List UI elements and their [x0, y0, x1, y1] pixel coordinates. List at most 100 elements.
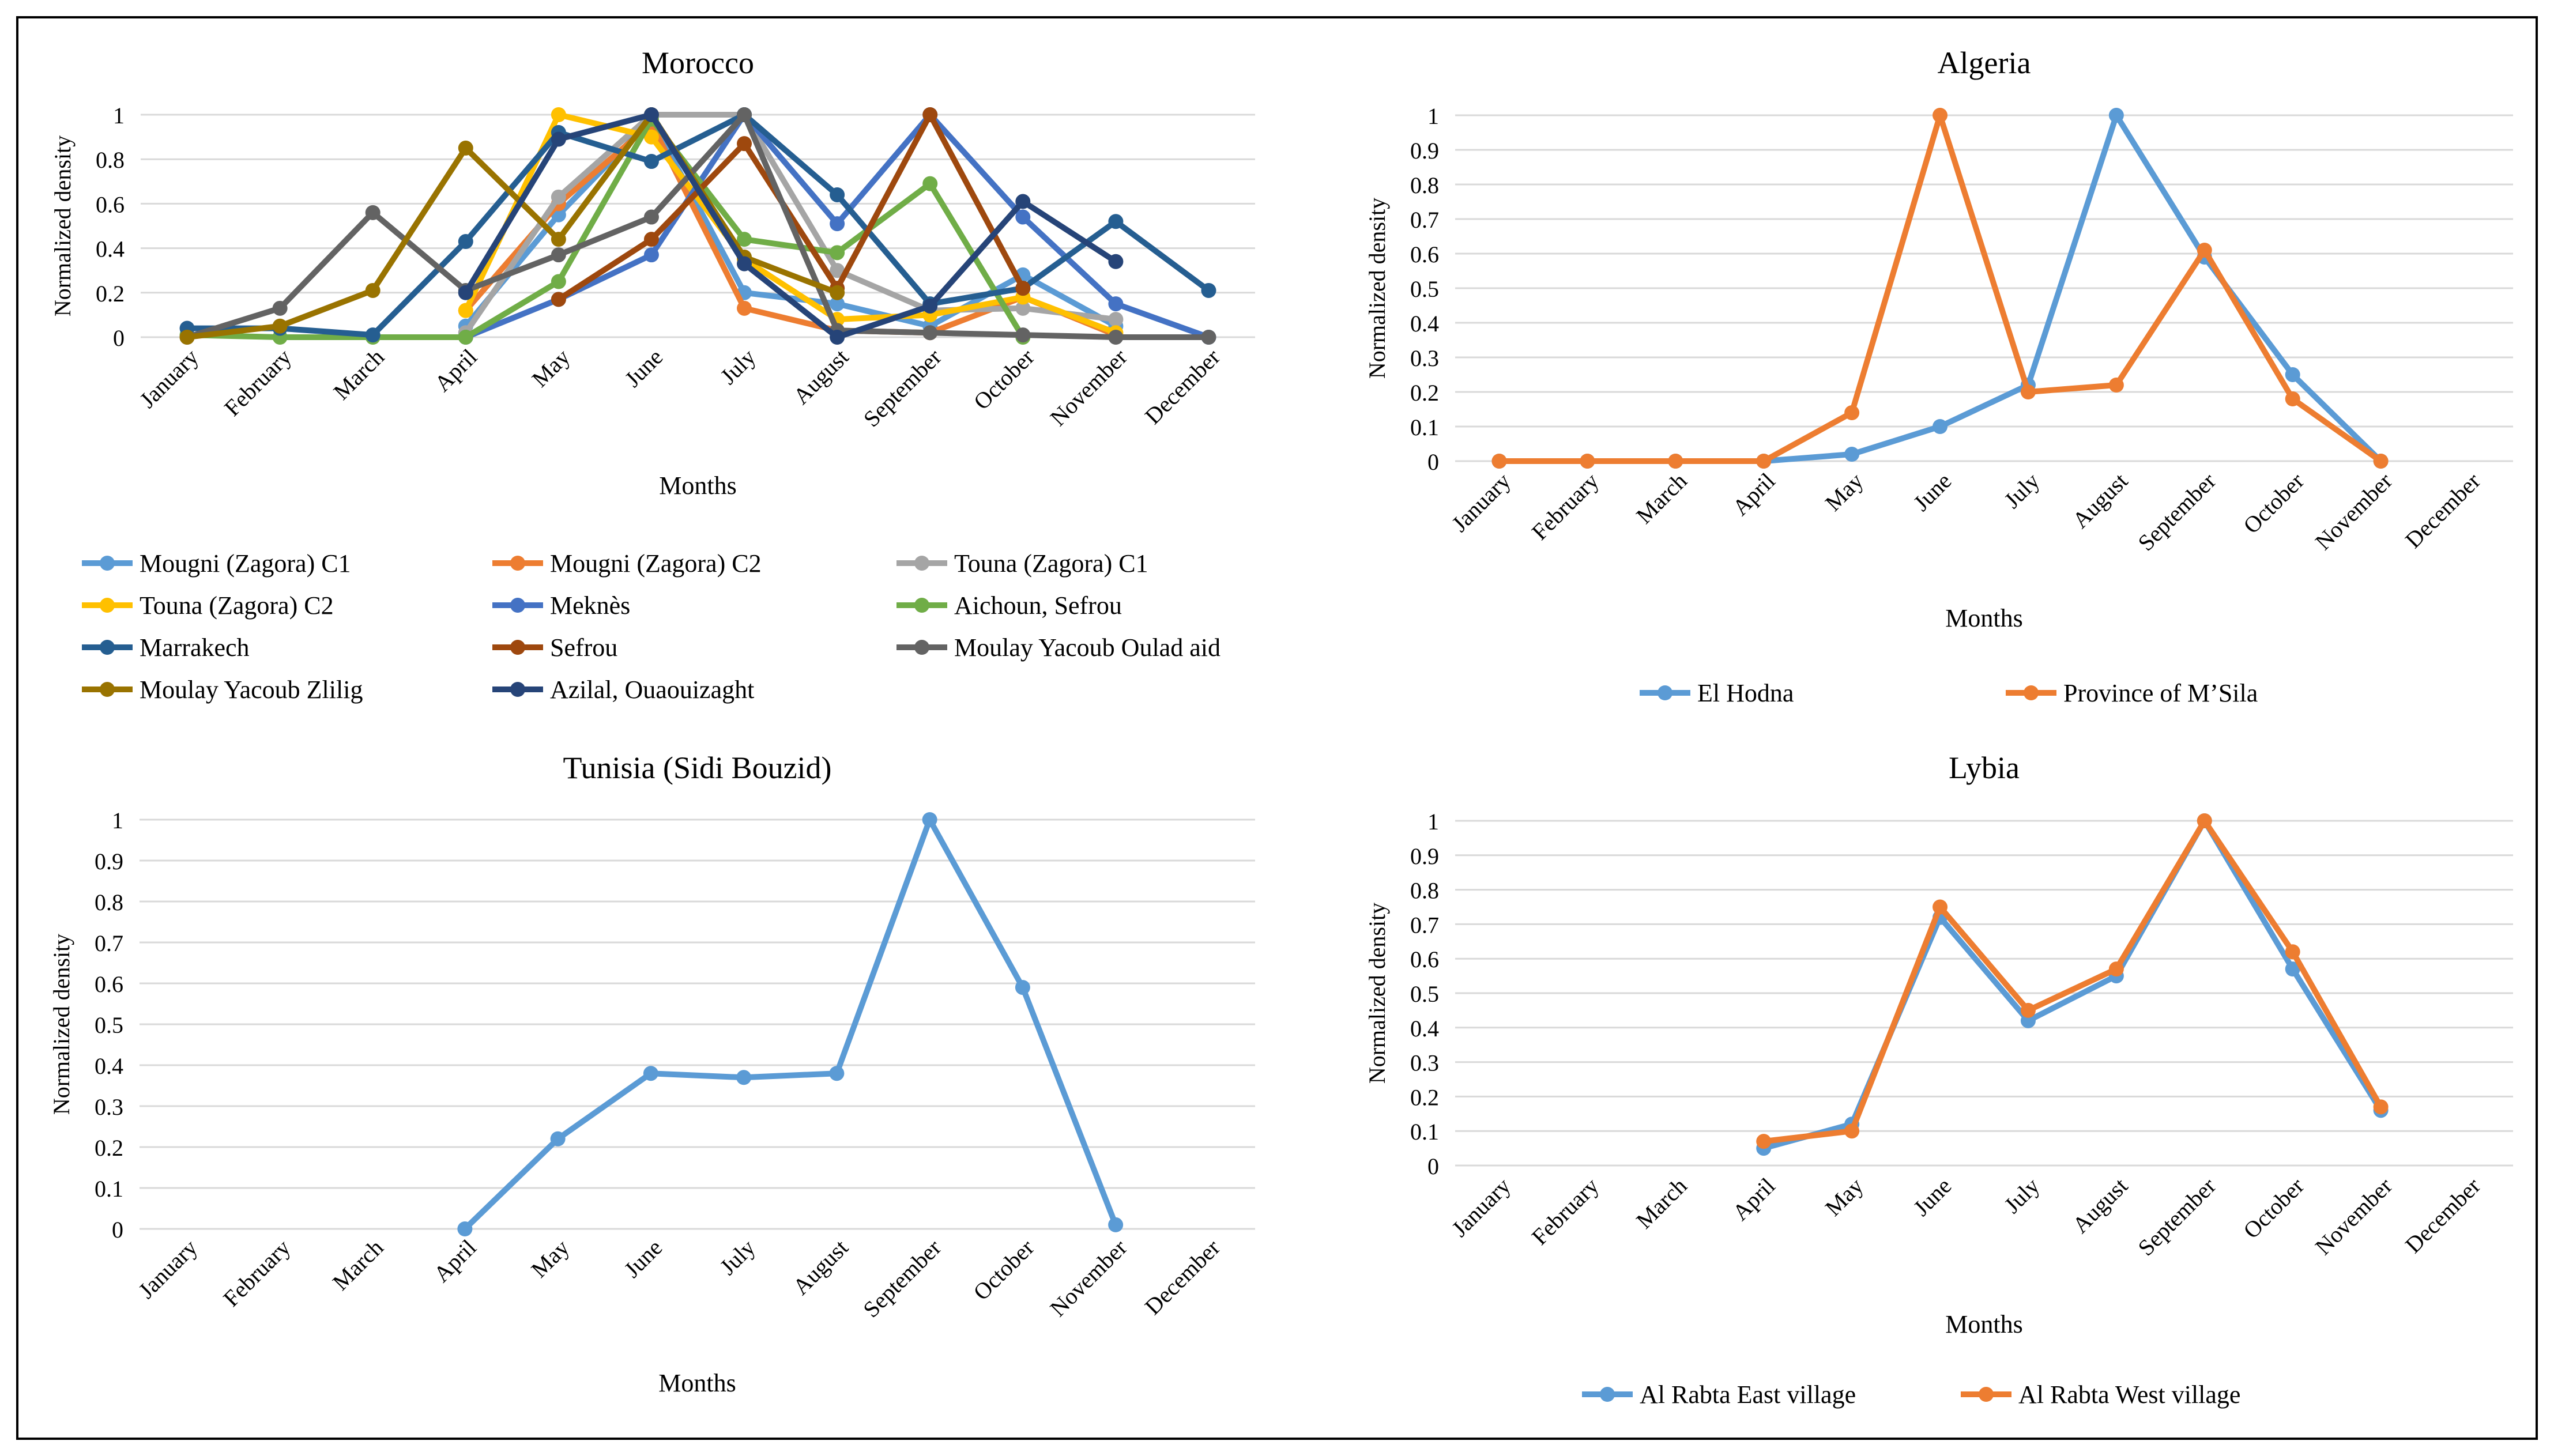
data-point-azilal-ouaouizaght: [922, 298, 938, 314]
chart-title: Morocco: [642, 46, 754, 80]
data-point-el-hodna: [1933, 419, 1948, 434]
x-tick-label: November: [1045, 344, 1132, 431]
data-point-sefrou: [551, 292, 566, 307]
legend-label: Al Rabta East village: [1640, 1380, 1856, 1409]
y-tick-label: 0.2: [96, 281, 125, 307]
series-line-moulay-yacoub-zlilig: [184, 112, 841, 340]
data-point-marrakech: [365, 327, 381, 343]
data-point-moulay-yacoub-zlilig: [458, 140, 473, 156]
x-tick-label: September: [858, 1235, 946, 1323]
data-point-province-of-m-sila: [1756, 454, 1772, 469]
x-axis-label: Months: [1945, 604, 2022, 632]
data-point-series-0: [922, 812, 937, 827]
data-point-el-hodna: [2285, 367, 2300, 382]
data-point-al-rabta-west-village: [1844, 1123, 1860, 1139]
data-point-touna-zagora-c2: [643, 129, 659, 145]
data-point-province-of-m-sila: [1933, 108, 1948, 123]
data-point-province-of-m-sila: [1668, 454, 1683, 469]
data-point-moulay-yacoub-zlilig: [365, 282, 381, 298]
data-point-al-rabta-west-village: [1756, 1134, 1772, 1149]
legend-swatch-marker: [100, 556, 115, 571]
x-tick-label: April: [1727, 468, 1780, 521]
y-tick-label: 0.7: [95, 930, 123, 956]
legend-label: Province of M’Sila: [2063, 679, 2258, 707]
data-point-moulay-yacoub-oulad-aid: [1015, 327, 1031, 343]
data-point-province-of-m-sila: [2285, 391, 2300, 406]
x-tick-label: February: [219, 344, 296, 421]
x-tick-label: October: [2238, 468, 2309, 539]
x-tick-label: April: [428, 1235, 481, 1288]
data-point-azilal-ouaouizaght: [737, 256, 752, 271]
legend-swatch-marker: [510, 556, 525, 571]
series-line-marrakech: [184, 112, 1212, 338]
data-point-moulay-yacoub-zlilig: [551, 232, 566, 247]
x-tick-label: February: [1527, 1173, 1604, 1250]
y-tick-label: 0.9: [95, 848, 123, 874]
y-tick-label: 1: [1427, 103, 1439, 129]
data-point-sefrou: [922, 107, 938, 122]
x-tick-label: November: [2310, 468, 2397, 555]
y-tick-label: 0.1: [1410, 1119, 1439, 1145]
data-point-al-rabta-west-village: [1933, 899, 1948, 915]
x-tick-label: August: [788, 344, 854, 410]
legend-swatch-marker: [100, 640, 115, 655]
legend-label: Aichoun, Sefrou: [954, 591, 1122, 620]
chart-title: Tunisia (Sidi Bouzid): [563, 750, 831, 785]
data-point-moulay-yacoub-oulad-aid: [365, 205, 381, 220]
data-point-sefrou: [737, 136, 752, 152]
data-point-series-0: [457, 1221, 473, 1236]
legend-swatch-marker: [2024, 685, 2039, 700]
chart-title: Algeria: [1938, 46, 2031, 80]
y-tick-label: 0.8: [95, 889, 123, 915]
x-tick-label: July: [1999, 468, 2044, 514]
x-axis-label: Months: [1945, 1310, 2022, 1338]
data-point-moulay-yacoub-zlilig: [272, 318, 288, 334]
legend-label: Azilal, Ouaouizaght: [550, 676, 754, 704]
data-point-moulay-yacoub-oulad-aid: [922, 325, 938, 341]
legend-swatch-marker: [510, 640, 525, 655]
x-tick-label: January: [1446, 1173, 1516, 1242]
data-point-series-0: [1015, 980, 1030, 995]
data-point-moulay-yacoub-oulad-aid: [1201, 330, 1216, 345]
series-line-azilal-ouaouizaght: [462, 112, 1119, 340]
x-tick-label: February: [218, 1235, 295, 1312]
y-tick-label: 0: [113, 325, 125, 351]
legend-label: Moulay Yacoub Zlilig: [140, 676, 363, 704]
legend-label: El Hodna: [1697, 679, 1794, 707]
legend-swatch-marker: [1658, 685, 1672, 700]
data-point-al-rabta-west-village: [2108, 961, 2124, 977]
series-line-moulay-yacoub-oulad-aid: [184, 112, 1212, 340]
data-point-al-rabta-west-village: [2197, 813, 2212, 828]
x-tick-label: March: [1631, 468, 1692, 529]
series-line-mougni-zagora-c2: [462, 120, 1119, 338]
x-tick-label: September: [2133, 1173, 2221, 1261]
legend-label: Mougni (Zagora) C1: [140, 549, 351, 578]
legend-swatch-marker: [100, 682, 115, 697]
x-tick-label: June: [1908, 468, 1957, 516]
chart-morocco: Morocco 0 0.2 0.4 0.6 0.8 1 Normalized density J…: [50, 46, 1255, 704]
y-tick-label: 0.4: [96, 236, 125, 262]
data-point-azilal-ouaouizaght: [643, 107, 659, 122]
x-tick-label: January: [134, 344, 204, 413]
x-tick-label: August: [2067, 468, 2133, 534]
y-tick-label: 1: [1427, 809, 1439, 835]
chart-panel-algeria: Algeria 0 0.1 0.2 0.3 0.4 0.5 0.6 0.7 0.8 0.9 1 Norm…: [1282, 16, 2538, 730]
y-tick-label: 0.3: [95, 1094, 123, 1120]
y-tick-label: 0.8: [96, 147, 125, 173]
x-tick-label: May: [1820, 1173, 1869, 1221]
data-point-marrakech: [1201, 282, 1216, 298]
legend-swatch-marker: [914, 598, 929, 613]
y-tick-label: 0.7: [1410, 207, 1439, 233]
x-tick-label: October: [969, 344, 1039, 415]
x-tick-label: June: [620, 344, 668, 393]
series-line-touna-zagora-c2: [462, 112, 1119, 336]
data-point-mekn-s: [1015, 209, 1031, 225]
x-tick-label: December: [2400, 1173, 2485, 1258]
y-tick-label: 0.5: [1410, 276, 1439, 302]
data-point-moulay-yacoub-oulad-aid: [643, 209, 659, 225]
x-tick-label: September: [858, 344, 947, 432]
x-tick-label: October: [2238, 1173, 2309, 1244]
chart-panel-lybia: Lybia 0 0.1 0.2 0.3 0.4 0.5 0.6 0.7 0.8 0.9 1 Normal…: [1282, 727, 2538, 1440]
data-point-moulay-yacoub-oulad-aid: [551, 247, 566, 263]
